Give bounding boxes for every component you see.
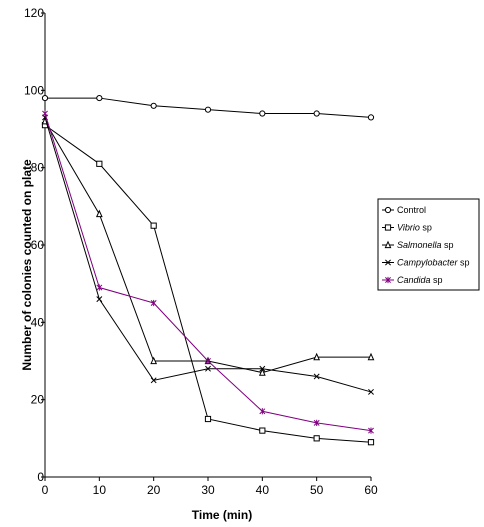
y-axis-title: Number of colonies counted on plate bbox=[20, 159, 34, 371]
series-line bbox=[44, 124, 372, 443]
y-tick-label: 0 bbox=[37, 470, 44, 484]
data-point bbox=[313, 435, 320, 442]
y-tick-label: 40 bbox=[31, 315, 45, 329]
data-point bbox=[367, 114, 375, 121]
data-point bbox=[259, 427, 266, 434]
data-point bbox=[150, 299, 157, 307]
series-line bbox=[44, 117, 372, 393]
data-point bbox=[313, 419, 320, 426]
series-0 bbox=[41, 94, 375, 121]
data-point bbox=[259, 110, 266, 117]
data-point bbox=[96, 284, 103, 291]
data-point bbox=[313, 110, 320, 117]
y-tick-label: 60 bbox=[31, 238, 45, 252]
axes: 0 20 40 60 80 100 120 0 10 20 30 40 50 60 bbox=[24, 6, 378, 497]
legend-item: Control bbox=[382, 205, 426, 215]
x-tick-label: 60 bbox=[364, 483, 378, 497]
series-line bbox=[44, 121, 371, 374]
series-3 bbox=[42, 114, 374, 395]
series-2 bbox=[41, 116, 375, 376]
legend-label: Control bbox=[397, 205, 426, 215]
data-point bbox=[367, 352, 375, 361]
y-tick-label: 100 bbox=[24, 83, 44, 97]
data-point bbox=[259, 408, 266, 415]
x-axis-title: Time (min) bbox=[192, 508, 252, 522]
y-tick-label: 80 bbox=[31, 161, 45, 175]
x-tick-label: 40 bbox=[256, 483, 270, 497]
x-tick-label: 0 bbox=[42, 483, 49, 497]
data-point bbox=[96, 160, 103, 167]
legend-marker bbox=[384, 224, 392, 231]
data-point bbox=[150, 102, 157, 109]
x-tick-label: 30 bbox=[201, 483, 215, 497]
data-point bbox=[313, 373, 320, 380]
y-tick-label: 120 bbox=[24, 6, 44, 20]
data-point bbox=[313, 352, 321, 361]
legend: Control Vibrio sp Salmonella sp Campylobact… bbox=[377, 198, 480, 291]
data-point bbox=[205, 365, 211, 372]
data-point bbox=[150, 222, 157, 229]
data-point bbox=[41, 94, 49, 102]
series-layer bbox=[41, 94, 375, 446]
data-point bbox=[368, 388, 374, 395]
legend-label: Salmonella sp bbox=[397, 240, 454, 250]
data-point bbox=[367, 439, 375, 446]
legend-marker bbox=[385, 259, 391, 266]
data-point bbox=[258, 368, 266, 376]
data-point bbox=[204, 415, 212, 423]
data-point bbox=[96, 94, 103, 102]
legend-marker bbox=[384, 240, 392, 249]
data-point bbox=[205, 357, 211, 365]
data-point bbox=[368, 427, 374, 434]
data-point bbox=[259, 365, 266, 372]
legend-label: Campylobacter sp bbox=[397, 258, 470, 268]
data-point bbox=[150, 377, 157, 384]
y-tick-label: 20 bbox=[31, 393, 45, 407]
data-point bbox=[96, 296, 103, 303]
legend-box bbox=[377, 198, 480, 291]
series-line bbox=[44, 113, 372, 432]
x-tick-label: 10 bbox=[93, 483, 107, 497]
legend-label: Vibrio sp bbox=[397, 223, 432, 233]
legend-marker bbox=[385, 276, 391, 284]
legend-item: Campylobacter sp bbox=[382, 258, 470, 268]
legend-label: Candida sp bbox=[397, 275, 443, 285]
series-4 bbox=[42, 110, 374, 434]
legend-marker bbox=[384, 206, 392, 214]
x-tick-label: 50 bbox=[310, 483, 324, 497]
x-tick-label: 20 bbox=[147, 483, 161, 497]
data-point bbox=[204, 106, 212, 113]
legend-item: Vibrio sp bbox=[382, 223, 432, 233]
legend-item: Candida sp bbox=[382, 275, 443, 285]
legend-item: Salmonella sp bbox=[382, 240, 454, 250]
series-1 bbox=[41, 122, 375, 446]
data-point bbox=[150, 356, 158, 365]
data-point bbox=[95, 209, 103, 218]
data-point bbox=[42, 110, 48, 117]
